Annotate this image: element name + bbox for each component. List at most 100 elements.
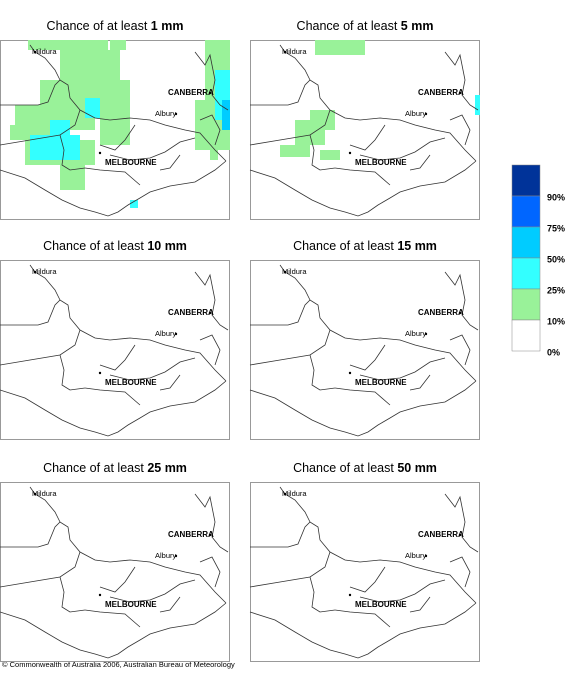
boundary bbox=[279, 44, 311, 81]
boundary bbox=[249, 602, 477, 659]
title-prefix: Chance of at least bbox=[47, 19, 148, 33]
city-dot bbox=[208, 311, 212, 315]
legend-label: 75% bbox=[547, 223, 565, 233]
rain-patch bbox=[85, 98, 100, 118]
city-label: Mildura bbox=[282, 47, 307, 56]
boundary bbox=[250, 521, 477, 604]
boundary bbox=[409, 596, 431, 613]
rain-patch bbox=[210, 120, 218, 160]
boundary bbox=[0, 160, 227, 217]
map-panel: Mildura CANBERRA Albury MELBOURNE bbox=[0, 482, 230, 662]
city-label: MELBOURNE bbox=[105, 600, 157, 609]
boundary bbox=[349, 566, 386, 593]
city-label: MELBOURNE bbox=[355, 600, 407, 609]
boundary bbox=[349, 124, 386, 151]
city-label: Albury bbox=[405, 329, 427, 338]
map-frame bbox=[0, 482, 230, 662]
boundary bbox=[59, 354, 86, 391]
boundary bbox=[29, 44, 61, 81]
city-dot bbox=[348, 371, 352, 375]
boundary bbox=[359, 357, 446, 381]
city-dot bbox=[98, 371, 102, 375]
panel-title: Chance of at least 25 mm bbox=[43, 461, 187, 475]
rain-patch bbox=[100, 105, 130, 145]
city-dot bbox=[348, 593, 352, 597]
city-label: MELBOURNE bbox=[105, 158, 157, 167]
title-amount: 15 mm bbox=[397, 239, 437, 253]
legend-swatch bbox=[511, 226, 541, 259]
boundary bbox=[0, 79, 227, 162]
boundary bbox=[409, 374, 431, 391]
boundary bbox=[29, 486, 61, 523]
map-frame bbox=[250, 482, 480, 662]
city-dot bbox=[283, 270, 287, 274]
legend-swatch bbox=[511, 319, 541, 352]
title-amount: 25 mm bbox=[147, 461, 187, 475]
title-prefix: Chance of at least bbox=[293, 239, 394, 253]
boundary bbox=[109, 137, 196, 161]
boundary bbox=[309, 576, 336, 613]
panel-title: Chance of at least 50 mm bbox=[293, 461, 437, 475]
title-prefix: Chance of at least bbox=[43, 239, 144, 253]
boundary bbox=[444, 271, 479, 331]
city-dot bbox=[98, 151, 102, 155]
boundary bbox=[194, 493, 229, 553]
city-label: Albury bbox=[155, 551, 177, 560]
boundary bbox=[249, 380, 477, 437]
city-dot bbox=[33, 492, 37, 496]
boundary bbox=[334, 609, 391, 628]
city-label: Mildura bbox=[32, 267, 57, 276]
city-dot bbox=[348, 151, 352, 155]
city-label: Albury bbox=[405, 109, 427, 118]
map-panel: Mildura CANBERRA Albury MELBOURNE bbox=[249, 40, 480, 220]
boundary bbox=[194, 51, 229, 111]
boundary bbox=[59, 576, 86, 613]
city-dot bbox=[424, 332, 428, 336]
rain-patch bbox=[130, 200, 138, 208]
boundary bbox=[159, 596, 181, 613]
boundary bbox=[449, 556, 471, 588]
boundary bbox=[159, 374, 181, 391]
boundary bbox=[0, 602, 227, 659]
boundary bbox=[199, 556, 221, 588]
boundary bbox=[84, 387, 141, 406]
boundary bbox=[0, 521, 227, 604]
panel-title: Chance of at least 10 mm bbox=[43, 239, 187, 253]
legend-swatch bbox=[511, 195, 541, 228]
boundary bbox=[249, 160, 477, 217]
city-label: Mildura bbox=[282, 489, 307, 498]
panel-title: Chance of at least 5 mm bbox=[297, 19, 434, 33]
city-label: Mildura bbox=[32, 47, 57, 56]
city-dot bbox=[208, 533, 212, 537]
city-label: Mildura bbox=[32, 489, 57, 498]
city-dot bbox=[33, 270, 37, 274]
boundary bbox=[334, 387, 391, 406]
rain-patch bbox=[68, 40, 108, 50]
map-panel: Mildura CANBERRA Albury MELBOURNE bbox=[0, 260, 230, 440]
boundary bbox=[99, 566, 136, 593]
boundary bbox=[444, 493, 479, 553]
rain-patch bbox=[60, 50, 120, 80]
boundary bbox=[84, 167, 141, 186]
city-dot bbox=[98, 593, 102, 597]
boundary bbox=[449, 114, 471, 146]
boundary bbox=[0, 380, 227, 437]
rain-patch bbox=[222, 100, 230, 130]
title-amount: 10 mm bbox=[147, 239, 187, 253]
boundary bbox=[99, 124, 136, 151]
legend-label: 10% bbox=[547, 316, 565, 326]
boundary bbox=[409, 154, 431, 171]
legend-label: 0% bbox=[547, 347, 560, 357]
legend-label: 90% bbox=[547, 192, 565, 202]
rain-patch bbox=[28, 40, 68, 50]
city-label: Mildura bbox=[282, 267, 307, 276]
rain-patch bbox=[475, 95, 480, 115]
city-label: CANBERRA bbox=[418, 308, 464, 317]
city-label: CANBERRA bbox=[168, 530, 214, 539]
rain-patch bbox=[50, 120, 70, 140]
city-label: MELBOURNE bbox=[355, 158, 407, 167]
city-dot bbox=[283, 492, 287, 496]
city-dot bbox=[283, 50, 287, 54]
boundary bbox=[99, 344, 136, 371]
boundary bbox=[359, 137, 446, 161]
